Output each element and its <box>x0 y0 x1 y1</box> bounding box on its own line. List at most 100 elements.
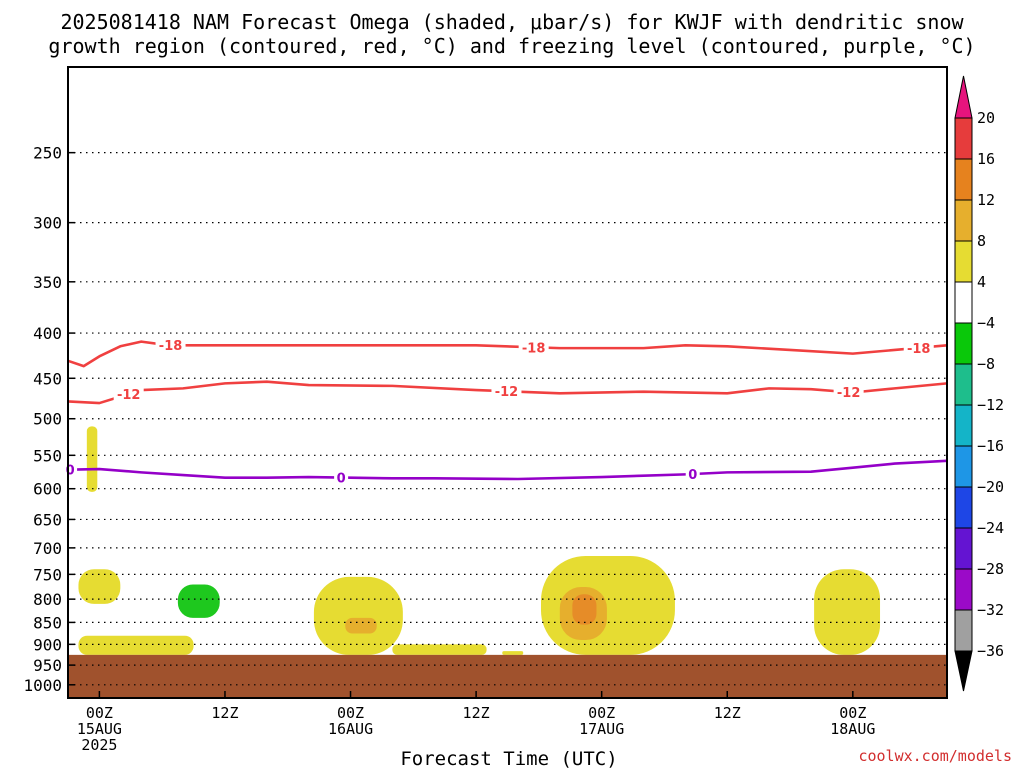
contour-label-background <box>518 339 549 356</box>
contour-label: -18 <box>907 342 931 357</box>
y-tick-label: 850 <box>33 613 62 632</box>
ground-below-surface <box>68 654 947 698</box>
colorbar-bin <box>954 199 973 242</box>
omega-shaded-layer <box>78 426 881 655</box>
colorbar-tick-label: −36 <box>977 642 1004 660</box>
y-tick-label: 500 <box>33 410 62 429</box>
y-tick-label: 600 <box>33 480 62 499</box>
colorbar-bin <box>954 527 973 570</box>
chart-title-line-2: growth region (contoured, red, °C) and f… <box>48 34 975 58</box>
y-tick-label: 800 <box>33 590 62 609</box>
colorbar-tick-label: −24 <box>977 519 1004 537</box>
contour-label: -12 <box>837 386 861 401</box>
colorbar-tick-label: −20 <box>977 478 1004 496</box>
colorbar-bin <box>954 281 973 324</box>
contour-label: -18 <box>159 339 183 354</box>
x-tick-label: 00Z <box>86 704 113 722</box>
x-tick-label: 12Z <box>463 704 490 722</box>
x-tick-label: 00Z <box>839 704 866 722</box>
y-tick-label: 1000 <box>23 676 62 695</box>
contour-label: 0 <box>66 464 75 479</box>
contour-label-background <box>903 339 934 356</box>
contour-label-background <box>491 383 522 400</box>
y-tick-label: 700 <box>33 539 62 558</box>
y-tick-label: 400 <box>33 324 62 343</box>
contour-line--18 <box>67 340 948 368</box>
y-tick-label: 250 <box>33 144 62 163</box>
omega-shaded-region <box>78 635 194 655</box>
colorbar-tick-label: −4 <box>977 314 995 332</box>
colorbar-bin <box>954 445 973 488</box>
colorbar-bin <box>954 609 973 652</box>
contour-label: 0 <box>688 468 697 483</box>
y-axis-pressure-ticks: 250 300 350 400 450 500 550 600 650 700 750 800 850 9… <box>23 144 75 695</box>
y-tick-label: 750 <box>33 565 62 584</box>
colorbar-tick-label: 8 <box>977 232 986 250</box>
contour-label: -12 <box>495 385 519 400</box>
contour-label-background <box>685 466 700 483</box>
contour-label-background <box>155 336 186 353</box>
temperature-contours: -18 -18 -18 -12 -12 -12 0 0 0 <box>63 336 948 487</box>
x-tick-label: 00Z <box>337 704 364 722</box>
y-tick-label: 900 <box>33 635 62 654</box>
y-tick-label: 950 <box>33 656 62 675</box>
y-tick-label: 550 <box>33 446 62 465</box>
colorbar-bin <box>954 322 973 365</box>
omega-shaded-region <box>313 576 403 655</box>
omega-shaded-region <box>572 594 597 625</box>
colorbar-bin <box>954 363 973 406</box>
credit-text: coolwx.com/models <box>858 747 1012 765</box>
plot-frame <box>67 66 948 699</box>
grid-lines <box>68 152 947 686</box>
colorbar-tick-label: 4 <box>977 273 986 291</box>
omega-colorbar: 20 16 12 8 4 −4 −8 −12 −16 −20 −24 −28 −32 −36 <box>954 75 1004 692</box>
colorbar-tick-label: 12 <box>977 191 995 209</box>
omega-shaded-region <box>86 426 98 492</box>
contour-label: -18 <box>522 341 546 356</box>
chart-title-line-1: 2025081418 NAM Forecast Omega (shaded, μ… <box>60 10 964 34</box>
colorbar-bin <box>954 568 973 611</box>
omega-shaded-region <box>78 569 121 604</box>
colorbar-tick-label: −16 <box>977 437 1004 455</box>
x-tick-label: 2025 <box>81 736 117 754</box>
contour-label: 0 <box>337 472 346 487</box>
y-tick-label: 650 <box>33 510 62 529</box>
contour-label-background <box>113 385 144 402</box>
omega-shaded-region <box>177 584 220 618</box>
x-tick-label: 18AUG <box>830 720 875 738</box>
contour-label: -12 <box>117 388 141 403</box>
colorbar-tick-label: −32 <box>977 601 1004 619</box>
y-tick-label: 450 <box>33 369 62 388</box>
colorbar-tick-label: −8 <box>977 355 995 373</box>
x-tick-label: 00Z <box>588 704 615 722</box>
omega-shaded-region <box>345 617 377 634</box>
colorbar-bin <box>954 117 973 160</box>
x-tick-label: 16AUG <box>328 720 373 738</box>
x-tick-label: 12Z <box>714 704 741 722</box>
x-tick-label: 15AUG <box>77 720 122 738</box>
x-tick-label: 12Z <box>211 704 238 722</box>
omega-shaded-region <box>392 644 487 655</box>
colorbar-bin <box>954 158 973 201</box>
colorbar-bin <box>954 404 973 447</box>
omega-shaded-region <box>814 569 881 655</box>
colorbar-bin <box>954 486 973 529</box>
colorbar-tick-label: 16 <box>977 150 995 168</box>
y-tick-label: 350 <box>33 273 62 292</box>
colorbar-tick-label: −12 <box>977 396 1004 414</box>
x-axis-label: Forecast Time (UTC) <box>400 748 617 768</box>
colorbar-min-arrow <box>954 650 973 692</box>
x-tick-label: 17AUG <box>579 720 624 738</box>
colorbar-tick-label: 20 <box>977 109 995 127</box>
omega-shaded-region <box>502 651 524 655</box>
contour-label-background <box>63 461 78 478</box>
colorbar-bin <box>954 240 973 283</box>
contour-label-background <box>833 384 864 401</box>
contour-label-background <box>334 469 349 486</box>
contour-line-0 <box>67 459 948 481</box>
colorbar-tick-label: −28 <box>977 560 1004 578</box>
y-tick-label: 300 <box>33 214 62 233</box>
colorbar-max-arrow <box>954 75 973 119</box>
